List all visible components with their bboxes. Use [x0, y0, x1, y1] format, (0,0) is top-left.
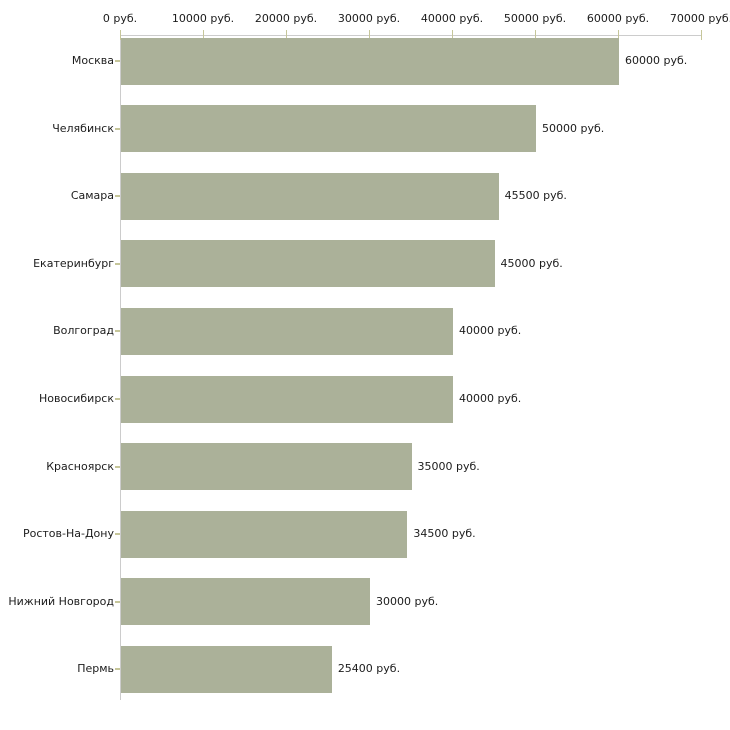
bar-4	[121, 307, 453, 355]
x-axis-tick	[535, 30, 536, 40]
x-axis-tick-label: 50000 руб.	[503, 12, 567, 25]
x-axis-tick-label: 20000 руб.	[254, 12, 318, 25]
bar-6	[121, 443, 412, 491]
category-label: Пермь	[77, 662, 114, 676]
x-axis-tick-label: 10000 руб.	[171, 12, 235, 25]
y-axis-line	[120, 35, 121, 700]
value-label: 40000 руб.	[459, 324, 522, 338]
y-axis-tick	[115, 262, 120, 265]
bar-3	[121, 240, 495, 288]
x-axis-tick	[203, 30, 204, 40]
y-axis-tick	[115, 533, 120, 536]
category-label: Москва	[71, 54, 114, 67]
category-label: Ростов-На-Дону	[22, 527, 114, 541]
bar-1	[121, 105, 536, 153]
value-label: 25400 руб.	[337, 662, 401, 676]
value-label: 40000 руб.	[459, 392, 522, 405]
y-axis-tick	[115, 465, 120, 468]
x-axis-tick	[120, 30, 121, 40]
y-axis-tick	[115, 668, 120, 671]
x-axis-tick	[369, 30, 370, 40]
value-label: 34500 руб.	[413, 527, 476, 541]
category-label: Волгоград	[53, 324, 114, 338]
category-label: Екатеринбург	[33, 256, 114, 270]
value-label: 35000 руб.	[417, 459, 480, 473]
x-axis-tick	[452, 30, 453, 40]
bar-5	[121, 375, 453, 423]
y-axis-tick	[115, 600, 120, 603]
x-axis-line	[120, 35, 702, 36]
value-label: 45500 руб.	[504, 189, 567, 203]
bar-0	[121, 37, 619, 85]
y-axis-tick	[115, 127, 120, 130]
category-label: Новосибирск	[38, 392, 114, 405]
x-axis-tick-label: 70000 руб.	[669, 12, 730, 25]
value-label: 60000 руб.	[625, 54, 688, 67]
category-label: Нижний Новгород	[8, 594, 114, 608]
bar-7	[121, 510, 408, 558]
y-axis-tick	[115, 398, 120, 400]
category-label: Красноярск	[46, 459, 114, 473]
x-axis-tick-label: 40000 руб.	[420, 12, 484, 25]
value-label: 30000 руб.	[376, 594, 439, 608]
x-axis-tick	[286, 30, 287, 40]
y-axis-tick	[115, 195, 120, 198]
x-axis-tick-label: 0 руб.	[102, 12, 138, 25]
x-axis-tick-label: 30000 руб.	[337, 12, 401, 25]
bar-9	[121, 645, 332, 693]
x-axis-tick	[618, 30, 619, 40]
category-label: Челябинск	[52, 121, 114, 135]
category-label: Самара	[70, 189, 114, 203]
x-axis-tick	[701, 30, 702, 40]
bar-2	[121, 172, 499, 220]
value-label: 45000 руб.	[500, 256, 563, 270]
value-label: 50000 руб.	[542, 121, 605, 135]
y-axis-tick	[115, 330, 120, 333]
x-axis-tick-label: 60000 руб.	[586, 12, 650, 25]
bar-8	[121, 578, 370, 626]
y-axis-tick	[115, 60, 120, 62]
